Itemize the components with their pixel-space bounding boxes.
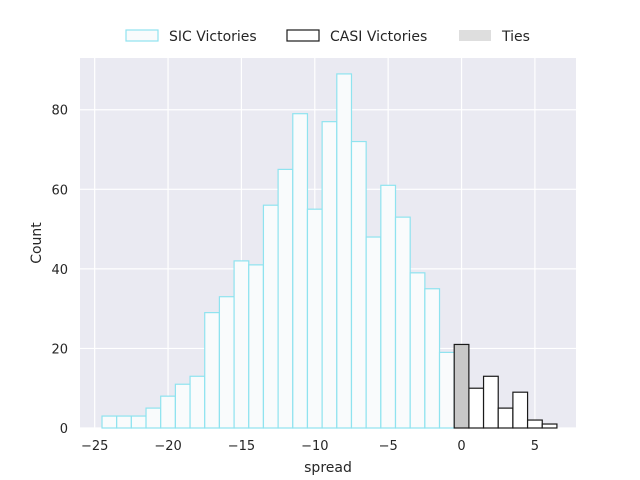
x-tick-label: −15: [228, 439, 255, 454]
bar-casi-victories: [482, 375, 499, 429]
bar-sic-victories: [262, 204, 279, 429]
bar-casi-victories: [526, 419, 543, 429]
legend-swatch: [125, 29, 159, 42]
bar-casi-victories: [512, 391, 529, 429]
bar-sic-victories: [233, 260, 250, 429]
legend: SIC Victories CASI Victories Ties: [125, 29, 530, 45]
y-tick-label: 40: [51, 263, 68, 278]
y-tick-label: 80: [51, 104, 68, 119]
bar-sic-victories: [292, 113, 309, 429]
legend-label: SIC Victories: [169, 29, 257, 45]
x-tick-label: 0: [457, 439, 465, 454]
legend-swatch: [459, 30, 491, 41]
bar-sic-victories: [438, 351, 455, 429]
x-axis-label: spread: [304, 460, 352, 476]
y-tick-label: 60: [51, 183, 68, 198]
bar-sic-victories: [277, 168, 294, 429]
x-tick-label: −5: [379, 439, 398, 454]
x-tick-label: 5: [531, 439, 539, 454]
bar-sic-victories: [204, 312, 221, 429]
bar-sic-victories: [409, 272, 426, 429]
y-tick-label: 0: [60, 422, 68, 437]
bar-sic-victories: [189, 375, 206, 429]
y-tick-label: 20: [51, 342, 68, 357]
legend-item: SIC Victories: [125, 29, 257, 45]
x-tick-label: −20: [154, 439, 181, 454]
bars: [101, 73, 558, 429]
x-axis-ticks: −25 −20 −15 −10 −5 0 5: [81, 439, 539, 454]
bar-casi-victories: [541, 423, 558, 429]
legend-swatch: [286, 29, 320, 42]
y-axis-label: Count: [29, 222, 45, 264]
bar-sic-victories: [101, 415, 118, 429]
bar-sic-victories: [174, 383, 191, 429]
bar-sic-victories: [248, 264, 265, 429]
bar-sic-victories: [130, 415, 147, 429]
legend-item: Ties: [459, 29, 530, 45]
bar-sic-victories: [424, 288, 441, 429]
x-tick-label: −25: [81, 439, 108, 454]
bar-casi-victories: [497, 407, 514, 429]
bar-sic-victories: [160, 395, 176, 429]
x-tick-label: −10: [301, 439, 328, 454]
bar-sic-victories: [306, 208, 323, 429]
bar-sic-victories: [145, 407, 162, 429]
bar-sic-victories: [116, 415, 132, 429]
bar-ties: [453, 343, 470, 429]
bar-sic-victories: [365, 236, 382, 429]
bar-sic-victories: [380, 184, 397, 429]
legend-item: CASI Victories: [286, 29, 427, 45]
bar-sic-victories: [336, 73, 353, 429]
bar-sic-victories: [321, 121, 338, 429]
legend-label: Ties: [501, 29, 530, 45]
bar-sic-victories: [394, 216, 411, 429]
bar-casi-victories: [468, 387, 485, 429]
legend-label: CASI Victories: [330, 29, 427, 45]
y-axis-ticks: 0 20 40 60 80: [51, 104, 68, 437]
bar-sic-victories: [350, 140, 367, 429]
bar-sic-victories: [218, 296, 235, 429]
